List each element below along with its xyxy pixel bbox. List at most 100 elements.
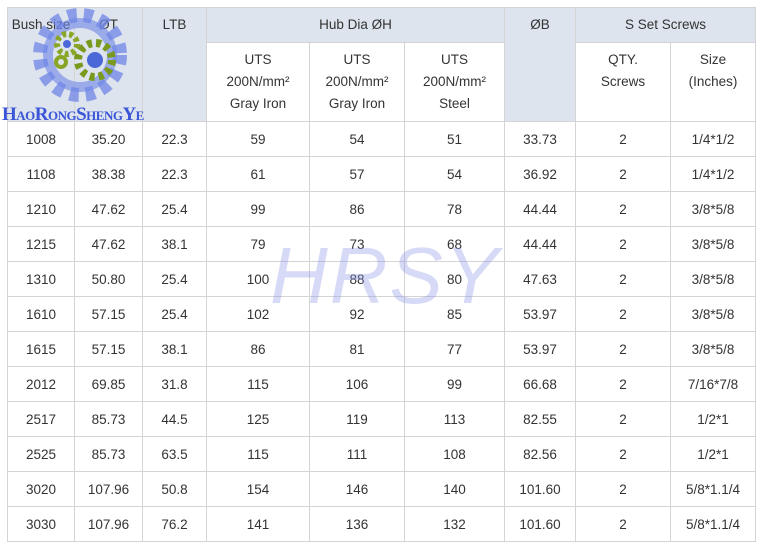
table-cell: 33.73	[504, 121, 576, 157]
table-cell: 44.44	[504, 226, 576, 262]
subheader-3: QTY. Screws	[575, 42, 671, 122]
table-cell: 102	[206, 296, 310, 332]
table-cell: 106	[309, 366, 405, 402]
table-row: 1210 47.62 25.4 99 86 78 44.44 2 3/8*5/8	[7, 191, 756, 227]
table-cell: 3/8*5/8	[670, 331, 756, 367]
table-cell: 1210	[7, 191, 75, 227]
subheader-line: Steel	[439, 96, 470, 111]
table-cell: 2	[575, 506, 671, 542]
logo-text: HaoRongShengYe	[2, 104, 144, 125]
subheader-line: 200N/mm²	[325, 74, 389, 89]
table-cell: 119	[309, 401, 405, 437]
table-cell: 50.8	[142, 471, 207, 507]
table-cell: 2	[575, 296, 671, 332]
table-cell: 78	[404, 191, 505, 227]
table-cell: 38.38	[74, 156, 143, 192]
table-cell: 7/16*7/8	[670, 366, 756, 402]
table-cell: 113	[404, 401, 505, 437]
table-cell: 5/8*1.1/4	[670, 506, 756, 542]
subheader-1: UTS 200N/mm² Gray Iron	[309, 42, 405, 122]
subheader-line: Size	[699, 52, 727, 67]
table-cell: 47.62	[74, 191, 143, 227]
header-set-screws: S Set Screws	[575, 7, 756, 43]
table-cell: 88	[309, 261, 405, 297]
table-cell: 107.96	[74, 471, 143, 507]
table-cell: 2	[575, 401, 671, 437]
table-cell: 53.97	[504, 296, 576, 332]
table-cell: 57.15	[74, 331, 143, 367]
table-cell: 99	[206, 191, 310, 227]
table-cell: 1/4*1/2	[670, 121, 756, 157]
table-row: 3030 107.96 76.2 141 136 132 101.60 2 5/8*1.1/4	[7, 506, 756, 542]
table-row: 1108 38.38 22.3 61 57 54 36.92 2 1/4*1/2	[7, 156, 756, 192]
table-cell: 57	[309, 156, 405, 192]
table-cell: 35.20	[74, 121, 143, 157]
table-cell: 140	[404, 471, 505, 507]
table-cell: 132	[404, 506, 505, 542]
table-cell: 100	[206, 261, 310, 297]
subheader-4: Size (Inches)	[670, 42, 756, 122]
subheader-line: QTY.	[608, 52, 638, 67]
table-row: 3020 107.96 50.8 154 146 140 101.60 2 5/8*1.1/4	[7, 471, 756, 507]
table-cell: 146	[309, 471, 405, 507]
table-cell: 57.15	[74, 296, 143, 332]
table-cell: 25.4	[142, 296, 207, 332]
table-cell: 2517	[7, 401, 75, 437]
subheader-line: 200N/mm²	[226, 74, 290, 89]
table-cell: 63.5	[142, 436, 207, 472]
table-cell: 1610	[7, 296, 75, 332]
table-cell: 47.62	[74, 226, 143, 262]
table-cell: 5/8*1.1/4	[670, 471, 756, 507]
header-ltb: LTB	[142, 7, 207, 122]
table-cell: 31.8	[142, 366, 207, 402]
table-cell: 2	[575, 261, 671, 297]
table-cell: 101.60	[504, 506, 576, 542]
table-cell: 2	[575, 156, 671, 192]
table-cell: 66.68	[504, 366, 576, 402]
table-cell: 2	[575, 436, 671, 472]
table-cell: 59	[206, 121, 310, 157]
table-cell: 82.56	[504, 436, 576, 472]
table-cell: 111	[309, 436, 405, 472]
table-cell: 115	[206, 366, 310, 402]
subheader-line: Gray Iron	[328, 96, 386, 111]
table-cell: 99	[404, 366, 505, 402]
subheader-line: Screws	[600, 74, 646, 89]
table-cell: 101.60	[504, 471, 576, 507]
table-cell: 69.85	[74, 366, 143, 402]
table-cell: 85	[404, 296, 505, 332]
table-cell: 77	[404, 331, 505, 367]
subheader-2: UTS 200N/mm² Steel	[404, 42, 505, 122]
table-cell: 2	[575, 121, 671, 157]
table-cell: 54	[404, 156, 505, 192]
header-hub-dia: Hub Dia ØH	[206, 7, 505, 43]
table-cell: 68	[404, 226, 505, 262]
table-cell: 2	[575, 191, 671, 227]
subheader-line: 200N/mm²	[422, 74, 486, 89]
table-cell: 61	[206, 156, 310, 192]
table-cell: 22.3	[142, 121, 207, 157]
table-cell: 3020	[7, 471, 75, 507]
table-cell: 2	[575, 366, 671, 402]
table-cell: 107.96	[74, 506, 143, 542]
table-cell: 25.4	[142, 191, 207, 227]
subheader-0: UTS 200N/mm² Gray Iron	[206, 42, 310, 122]
table-cell: 3030	[7, 506, 75, 542]
table-row: 2517 85.73 44.5 125 119 113 82.55 2 1/2*1	[7, 401, 756, 437]
table-cell: 1310	[7, 261, 75, 297]
table-cell: 82.55	[504, 401, 576, 437]
table-cell: 3/8*5/8	[670, 226, 756, 262]
subheader-line: UTS	[244, 52, 272, 67]
table-cell: 36.92	[504, 156, 576, 192]
subheader-line: Gray Iron	[229, 96, 287, 111]
table-row: 1615 57.15 38.1 86 81 77 53.97 2 3/8*5/8	[7, 331, 756, 367]
table-cell: 50.80	[74, 261, 143, 297]
table-cell: 1/4*1/2	[670, 156, 756, 192]
table-cell: 44.5	[142, 401, 207, 437]
table-cell: 53.97	[504, 331, 576, 367]
table-cell: 92	[309, 296, 405, 332]
subheader-line: UTS	[441, 52, 468, 67]
header-ob: ØB	[504, 7, 576, 122]
table-cell: 115	[206, 436, 310, 472]
table-cell: 3/8*5/8	[670, 191, 756, 227]
